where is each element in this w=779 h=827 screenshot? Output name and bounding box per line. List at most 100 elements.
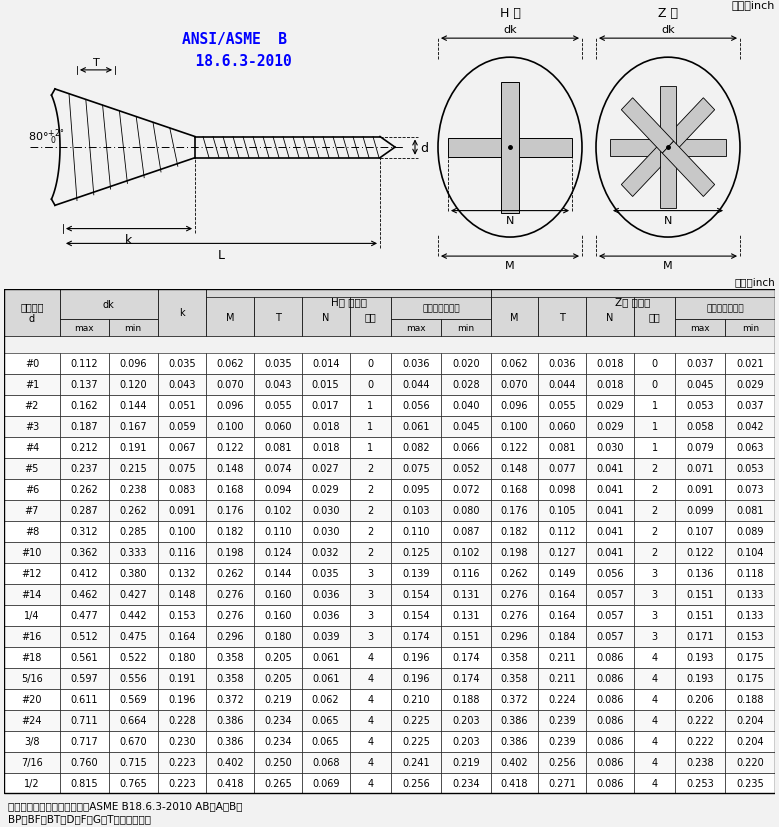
Polygon shape: [622, 142, 674, 198]
Bar: [675, 605, 725, 626]
Bar: [301, 605, 350, 626]
Bar: [725, 375, 775, 395]
Bar: [60, 375, 109, 395]
Text: max: max: [690, 323, 710, 332]
Bar: [675, 710, 725, 731]
Text: 0.386: 0.386: [501, 715, 528, 725]
Text: 0.162: 0.162: [71, 401, 98, 411]
Bar: [254, 298, 301, 337]
Text: 0.035: 0.035: [264, 359, 291, 369]
Bar: [4, 563, 60, 584]
Bar: [157, 272, 206, 337]
Text: 0.225: 0.225: [402, 736, 430, 746]
Text: 0.059: 0.059: [168, 422, 196, 432]
Text: 0.112: 0.112: [71, 359, 98, 369]
Text: 0.036: 0.036: [312, 590, 340, 600]
Bar: [441, 437, 491, 458]
Text: 0.040: 0.040: [452, 401, 480, 411]
Bar: [491, 584, 538, 605]
Bar: [491, 521, 538, 542]
Bar: [60, 416, 109, 437]
Text: 槽号: 槽号: [365, 313, 376, 323]
Text: 0.055: 0.055: [264, 401, 292, 411]
Text: 3: 3: [652, 610, 657, 620]
Text: 0.203: 0.203: [452, 715, 480, 725]
Bar: [634, 353, 675, 375]
Bar: [634, 667, 675, 689]
Bar: [491, 542, 538, 563]
Bar: [441, 375, 491, 395]
Text: M: M: [663, 261, 673, 271]
Text: 0.418: 0.418: [501, 778, 528, 788]
Bar: [675, 772, 725, 794]
Text: #4: #4: [25, 442, 39, 452]
Bar: [634, 375, 675, 395]
Text: 0.081: 0.081: [548, 442, 576, 452]
Text: 0.191: 0.191: [168, 673, 196, 683]
Text: 0.045: 0.045: [686, 380, 714, 390]
Text: 0.086: 0.086: [596, 715, 624, 725]
Bar: [491, 667, 538, 689]
Bar: [441, 319, 491, 337]
Text: 0.475: 0.475: [119, 631, 147, 642]
Bar: [254, 605, 301, 626]
Text: 0.164: 0.164: [168, 631, 196, 642]
Text: min: min: [125, 323, 142, 332]
Text: 4: 4: [367, 757, 373, 767]
Bar: [586, 458, 634, 479]
Text: 0.215: 0.215: [119, 464, 147, 474]
Text: N: N: [506, 216, 514, 226]
Bar: [441, 647, 491, 667]
Text: 0.075: 0.075: [402, 464, 430, 474]
Bar: [441, 500, 491, 521]
Bar: [4, 500, 60, 521]
Bar: [586, 647, 634, 667]
Text: 0.136: 0.136: [686, 568, 714, 579]
Text: 0.098: 0.098: [548, 485, 576, 495]
Text: #5: #5: [25, 464, 39, 474]
Text: 0.670: 0.670: [119, 736, 147, 746]
Bar: [491, 500, 538, 521]
Text: 2: 2: [367, 527, 373, 537]
Text: 0.188: 0.188: [452, 694, 480, 705]
Bar: [109, 500, 157, 521]
Text: 0.210: 0.210: [402, 694, 430, 705]
Text: 0.062: 0.062: [217, 359, 244, 369]
Text: 3: 3: [367, 631, 373, 642]
Bar: [157, 395, 206, 416]
Bar: [491, 710, 538, 731]
Text: 0.072: 0.072: [452, 485, 480, 495]
Text: 0.100: 0.100: [501, 422, 528, 432]
Text: 0.512: 0.512: [70, 631, 98, 642]
Bar: [109, 458, 157, 479]
Bar: [391, 752, 441, 772]
Text: 0.611: 0.611: [71, 694, 98, 705]
Text: 0.765: 0.765: [119, 778, 147, 788]
Bar: [301, 667, 350, 689]
Text: 0.122: 0.122: [686, 547, 714, 557]
Text: 0.107: 0.107: [686, 527, 714, 537]
Bar: [634, 479, 675, 500]
Text: 0.041: 0.041: [596, 547, 624, 557]
Text: M: M: [226, 313, 234, 323]
Text: 0.122: 0.122: [501, 442, 528, 452]
Text: 3/8: 3/8: [24, 736, 40, 746]
Text: 3: 3: [367, 568, 373, 579]
Text: 0.030: 0.030: [312, 527, 340, 537]
Text: 0.077: 0.077: [548, 464, 576, 474]
Text: #6: #6: [25, 485, 39, 495]
Text: 0.160: 0.160: [264, 610, 291, 620]
Text: 0.086: 0.086: [596, 778, 624, 788]
Bar: [301, 395, 350, 416]
Bar: [157, 416, 206, 437]
Text: 0.086: 0.086: [596, 736, 624, 746]
Bar: [491, 437, 538, 458]
Bar: [725, 752, 775, 772]
Text: 0.052: 0.052: [452, 464, 480, 474]
Text: 0.296: 0.296: [501, 631, 528, 642]
Bar: [4, 375, 60, 395]
Bar: [675, 667, 725, 689]
Bar: [634, 395, 675, 416]
Bar: [109, 563, 157, 584]
Text: 2: 2: [367, 505, 373, 515]
